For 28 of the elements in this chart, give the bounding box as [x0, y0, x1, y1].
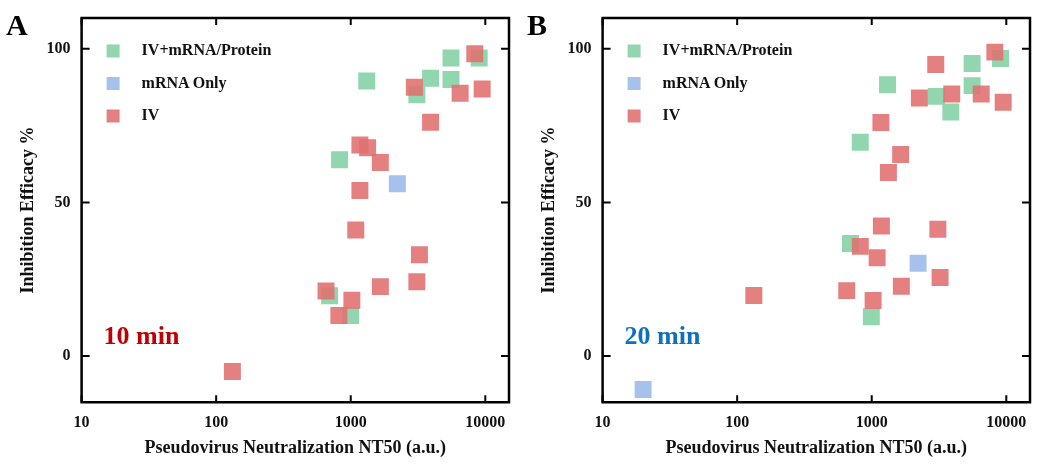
y-axis-title: Inhibition Efficacy % — [538, 126, 559, 294]
y-tick-label: 0 — [583, 346, 592, 364]
text: A — [6, 7, 28, 41]
x-tick-label: 100 — [725, 412, 750, 430]
text: B — [527, 7, 548, 41]
x-tick-label: 100 — [204, 412, 229, 430]
annotation: 20 min — [624, 321, 701, 351]
legend-label: IV — [141, 106, 160, 124]
y-tick-label: 100 — [46, 38, 71, 56]
x-tick-label: 10 — [594, 412, 611, 430]
y-tick-label: 50 — [54, 192, 71, 210]
legend-label: mRNA Only — [141, 73, 227, 92]
x-tick-label: 1000 — [334, 412, 367, 430]
legend-label: IV — [662, 106, 681, 124]
y-tick-label: 50 — [575, 192, 592, 210]
y-axis-title: Inhibition Efficacy % — [17, 126, 38, 294]
x-tick-label: 10000 — [465, 412, 506, 430]
y-tick-label: 100 — [567, 38, 592, 56]
x-axis-title: Pseudovirus Neutralization NT50 (a.u.) — [665, 436, 968, 458]
y-tick-label: 0 — [62, 346, 71, 364]
x-tick-label: 10000 — [986, 412, 1027, 430]
x-axis-title: Pseudovirus Neutralization NT50 (a.u.) — [144, 436, 447, 458]
x-tick-label: 10 — [73, 412, 90, 430]
x-tick-label: 1000 — [855, 412, 888, 430]
annotation: 10 min — [103, 321, 180, 351]
legend-label: mRNA Only — [662, 73, 748, 92]
legend-label: IV+mRNA/Protein — [141, 41, 272, 59]
legend-label: IV+mRNA/Protein — [662, 41, 793, 59]
